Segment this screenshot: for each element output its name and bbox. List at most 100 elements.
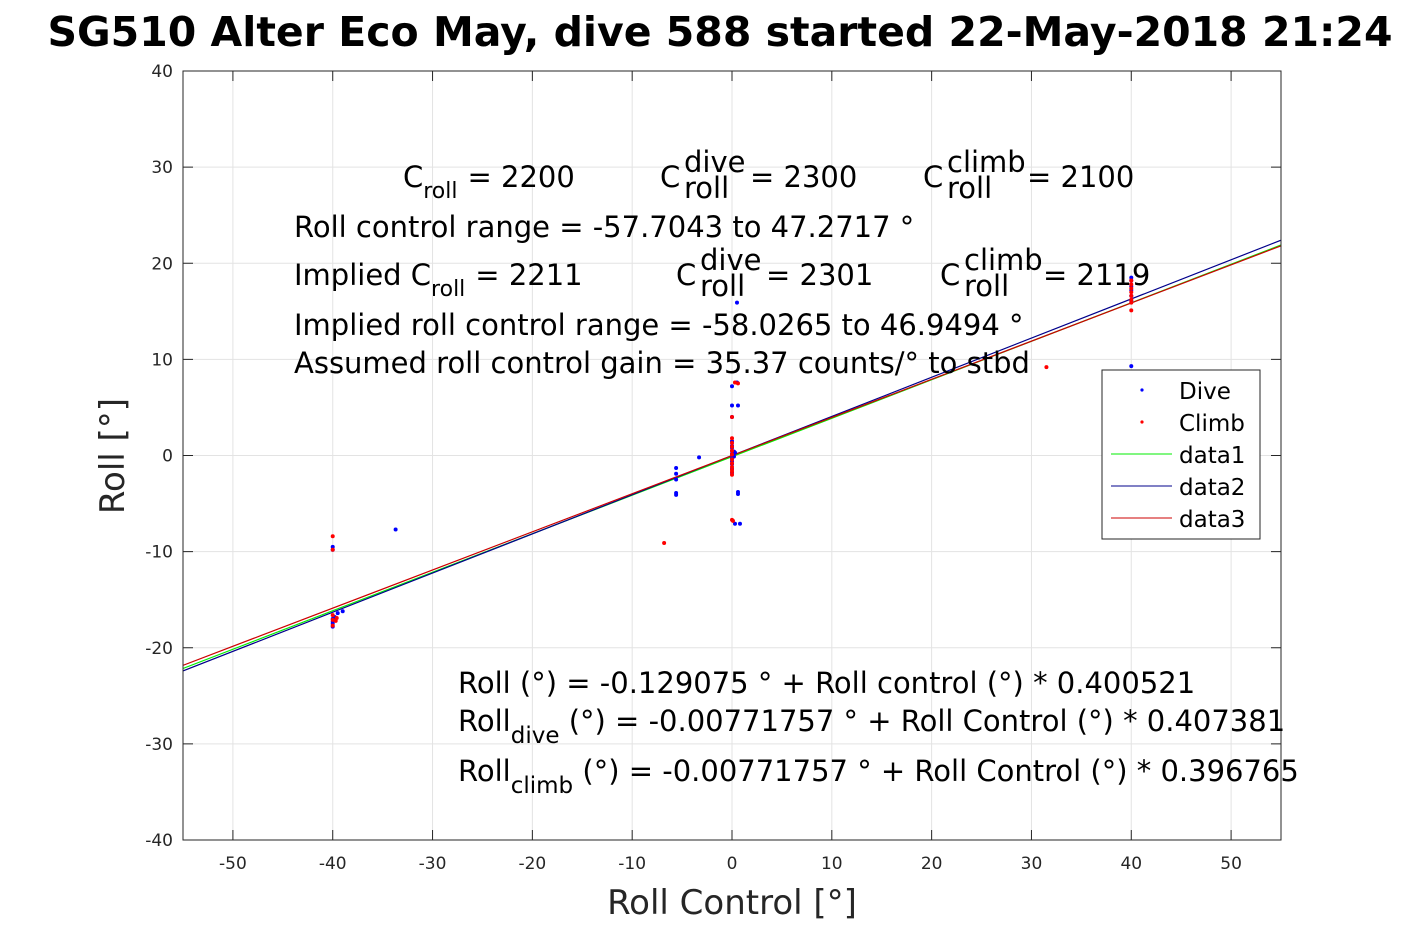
annotation-fit-dive-base: Roll bbox=[458, 704, 511, 738]
annotation-c-roll-dive-value: = 2300 bbox=[750, 160, 857, 194]
x-tick-label: -40 bbox=[319, 854, 347, 874]
point-dive bbox=[674, 492, 679, 497]
annotation-fit-climb: Rollclimb (°) = -0.00771757 ° + Roll Con… bbox=[458, 754, 1299, 799]
point-dive bbox=[735, 403, 740, 408]
annotation-c-roll-base: C bbox=[403, 160, 423, 194]
point-dive bbox=[737, 521, 742, 526]
point-climb bbox=[730, 444, 734, 449]
point-climb bbox=[735, 381, 740, 386]
annotation-gain: Assumed roll control gain = 35.37 counts… bbox=[294, 346, 1030, 380]
annotation-fit-climb-rest: (°) = -0.00771757 ° + Roll Control (°) *… bbox=[573, 754, 1299, 788]
annotation-implied-prefix: Implied C bbox=[294, 258, 431, 292]
point-climb bbox=[1129, 297, 1134, 302]
point-dive bbox=[674, 477, 679, 482]
annotation-c-roll-climb-sub: roll bbox=[947, 171, 992, 205]
x-tick-label: 0 bbox=[727, 854, 738, 874]
point-dive bbox=[732, 450, 737, 455]
point-dive bbox=[1129, 275, 1134, 280]
annotation-roll-control-range: Roll control range = -57.7043 to 47.2717… bbox=[294, 210, 914, 244]
annotation-implied-dive-sub: roll bbox=[700, 269, 745, 303]
point-dive bbox=[735, 491, 740, 496]
annotation-c-roll-climb-sup: climb bbox=[947, 145, 1026, 179]
point-climb bbox=[1129, 282, 1134, 287]
legend-marker-dive bbox=[1140, 388, 1144, 392]
legend: Dive Climb data1 data2 data3 bbox=[1101, 369, 1261, 540]
annotation-implied-climb-sup: climb bbox=[964, 243, 1043, 277]
point-dive bbox=[340, 609, 345, 614]
point-dive bbox=[674, 471, 679, 476]
point-climb bbox=[1129, 290, 1134, 295]
legend-label-data2: data2 bbox=[1179, 475, 1245, 501]
point-climb bbox=[730, 415, 734, 420]
point-climb bbox=[730, 465, 734, 470]
annotation-c-roll-sub: roll bbox=[423, 179, 457, 204]
point-climb bbox=[1129, 278, 1134, 283]
annotation-implied-c-roll: Implied Croll = 2211 bbox=[294, 258, 583, 302]
point-climb bbox=[730, 518, 735, 523]
point-dive bbox=[330, 544, 335, 549]
x-tick-label: -50 bbox=[219, 854, 247, 874]
point-climb bbox=[730, 472, 734, 477]
x-tick-label: 50 bbox=[1220, 854, 1242, 874]
point-climb bbox=[730, 441, 734, 446]
tick-labels: -50 -40 -30 -20 -10 0 10 20 30 40 50 -40 -30 -20 -10 0 1… bbox=[145, 62, 1242, 874]
point-climb bbox=[730, 448, 734, 453]
point-climb bbox=[1129, 308, 1134, 313]
chart-title: SG510 Alter Eco May, dive 588 started 22… bbox=[48, 8, 1393, 56]
annotation-c-roll-dive: C bbox=[660, 160, 680, 194]
annotation-implied-sub: roll bbox=[431, 277, 465, 302]
annotation-c-roll-dive-sub: roll bbox=[684, 171, 729, 205]
legend-label-climb: Climb bbox=[1179, 411, 1245, 437]
x-axis-label: Roll Control [°] bbox=[607, 883, 857, 923]
point-climb bbox=[730, 467, 734, 472]
point-climb bbox=[730, 461, 734, 466]
point-dive bbox=[730, 384, 734, 389]
y-tick-label: 10 bbox=[151, 350, 173, 370]
point-dive bbox=[674, 465, 679, 470]
x-tick-label: -20 bbox=[518, 854, 546, 874]
point-dive bbox=[1129, 364, 1134, 369]
legend-label-data3: data3 bbox=[1179, 507, 1245, 533]
point-climb bbox=[730, 452, 734, 457]
annotation-fit-dive-sub: dive bbox=[511, 723, 560, 749]
annotation-implied-dive-value: = 2301 bbox=[766, 258, 873, 292]
annotation-c-roll-climb-base: C bbox=[923, 160, 943, 194]
annotation-implied-climb-value: = 2119 bbox=[1043, 258, 1150, 292]
annotation-fit-climb-base: Roll bbox=[458, 754, 511, 788]
legend-label-dive: Dive bbox=[1179, 379, 1231, 405]
point-dive bbox=[393, 527, 398, 532]
annotation-fit-climb-sub: climb bbox=[511, 773, 573, 799]
annotation-c-roll-dive-base: C bbox=[660, 160, 680, 194]
annotation-implied-climb: C bbox=[940, 258, 960, 292]
y-tick-label: -10 bbox=[145, 543, 173, 563]
point-climb bbox=[330, 534, 335, 539]
annotation-c-roll-climb-value: = 2100 bbox=[1027, 160, 1134, 194]
point-climb bbox=[1129, 300, 1134, 305]
y-tick-label: 30 bbox=[151, 158, 173, 178]
annotation-implied-climb-sub: roll bbox=[964, 269, 1009, 303]
point-dive bbox=[730, 403, 734, 408]
y-tick-label: 20 bbox=[151, 254, 173, 274]
x-tick-label: 20 bbox=[921, 854, 943, 874]
point-climb bbox=[330, 613, 335, 618]
y-tick-label: 0 bbox=[162, 447, 173, 467]
point-climb bbox=[730, 436, 734, 441]
y-axis-label: Roll [°] bbox=[93, 398, 133, 514]
annotation-implied-value: = 2211 bbox=[475, 258, 582, 292]
annotation-c-roll-dive-sup: dive bbox=[684, 145, 745, 179]
point-climb bbox=[1129, 293, 1134, 298]
annotation-implied-dive: C bbox=[676, 258, 696, 292]
annotation-implied-range: Implied roll control range = -58.0265 to… bbox=[294, 308, 1024, 342]
point-climb bbox=[330, 547, 335, 552]
tick-marks bbox=[183, 70, 1281, 841]
point-climb bbox=[1044, 365, 1049, 370]
annotation-fit-all: Roll (°) = -0.129075 ° + Roll control (°… bbox=[458, 666, 1195, 700]
annotation-fit-dive: Rolldive (°) = -0.00771757 ° + Roll Cont… bbox=[458, 704, 1285, 749]
data-points bbox=[330, 275, 1134, 629]
x-tick-label: 30 bbox=[1021, 854, 1043, 874]
point-dive bbox=[734, 300, 739, 305]
legend-marker-climb bbox=[1140, 420, 1144, 424]
x-tick-label: 40 bbox=[1120, 854, 1142, 874]
point-climb bbox=[330, 623, 335, 628]
